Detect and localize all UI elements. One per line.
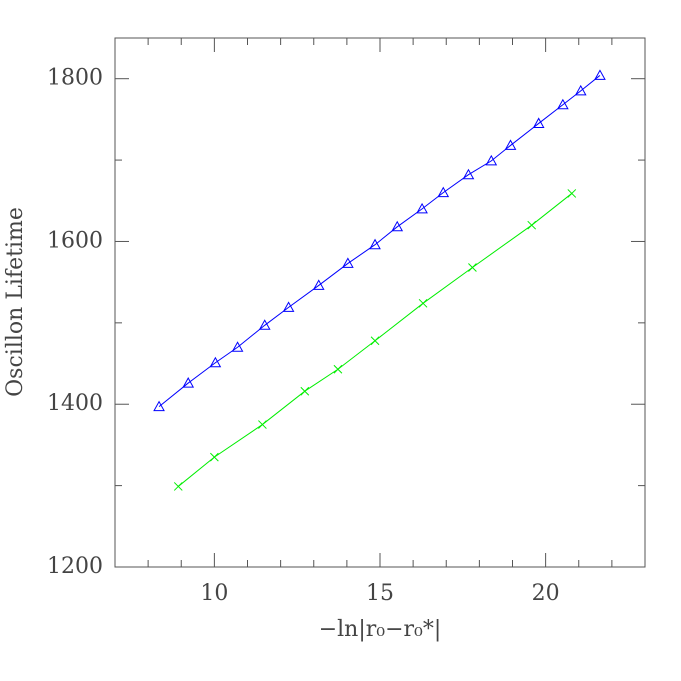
plot-frame [114,37,646,568]
marker [485,154,498,166]
marker [342,257,354,268]
marker [231,341,244,352]
marker [210,452,219,462]
marker [437,186,450,198]
y-tick-label: 1200 [47,554,103,579]
series-line [158,75,601,408]
marker [504,139,517,150]
marker [418,298,428,308]
marker [258,319,271,330]
marker [527,220,537,230]
marker [173,482,183,491]
marker [312,279,325,290]
marker [209,356,222,368]
y-tick-label: 1600 [47,228,103,253]
marker [300,386,310,396]
marker [574,84,587,96]
x-tick-label: 10 [200,581,228,606]
marker [532,117,545,128]
marker [182,377,195,388]
y-tick-label: 1400 [47,391,103,416]
marker [258,420,267,429]
marker [370,336,380,346]
marker [594,69,606,80]
marker [462,168,475,180]
y-tick-label: 1800 [47,66,103,91]
marker [468,263,477,272]
x-axis-label: −ln|r₀−r₀*| [319,617,442,642]
marker [369,238,381,250]
x-tick-label: 15 [366,581,394,606]
x-tick-label: 20 [532,581,560,606]
marker [391,220,404,232]
marker [282,301,295,312]
series-line [177,193,573,487]
y-axis-label: Oscillon Lifetime [3,207,28,397]
marker [333,364,343,374]
marker [557,98,569,110]
marker [153,400,165,412]
marker [416,202,428,214]
marker [567,189,577,198]
